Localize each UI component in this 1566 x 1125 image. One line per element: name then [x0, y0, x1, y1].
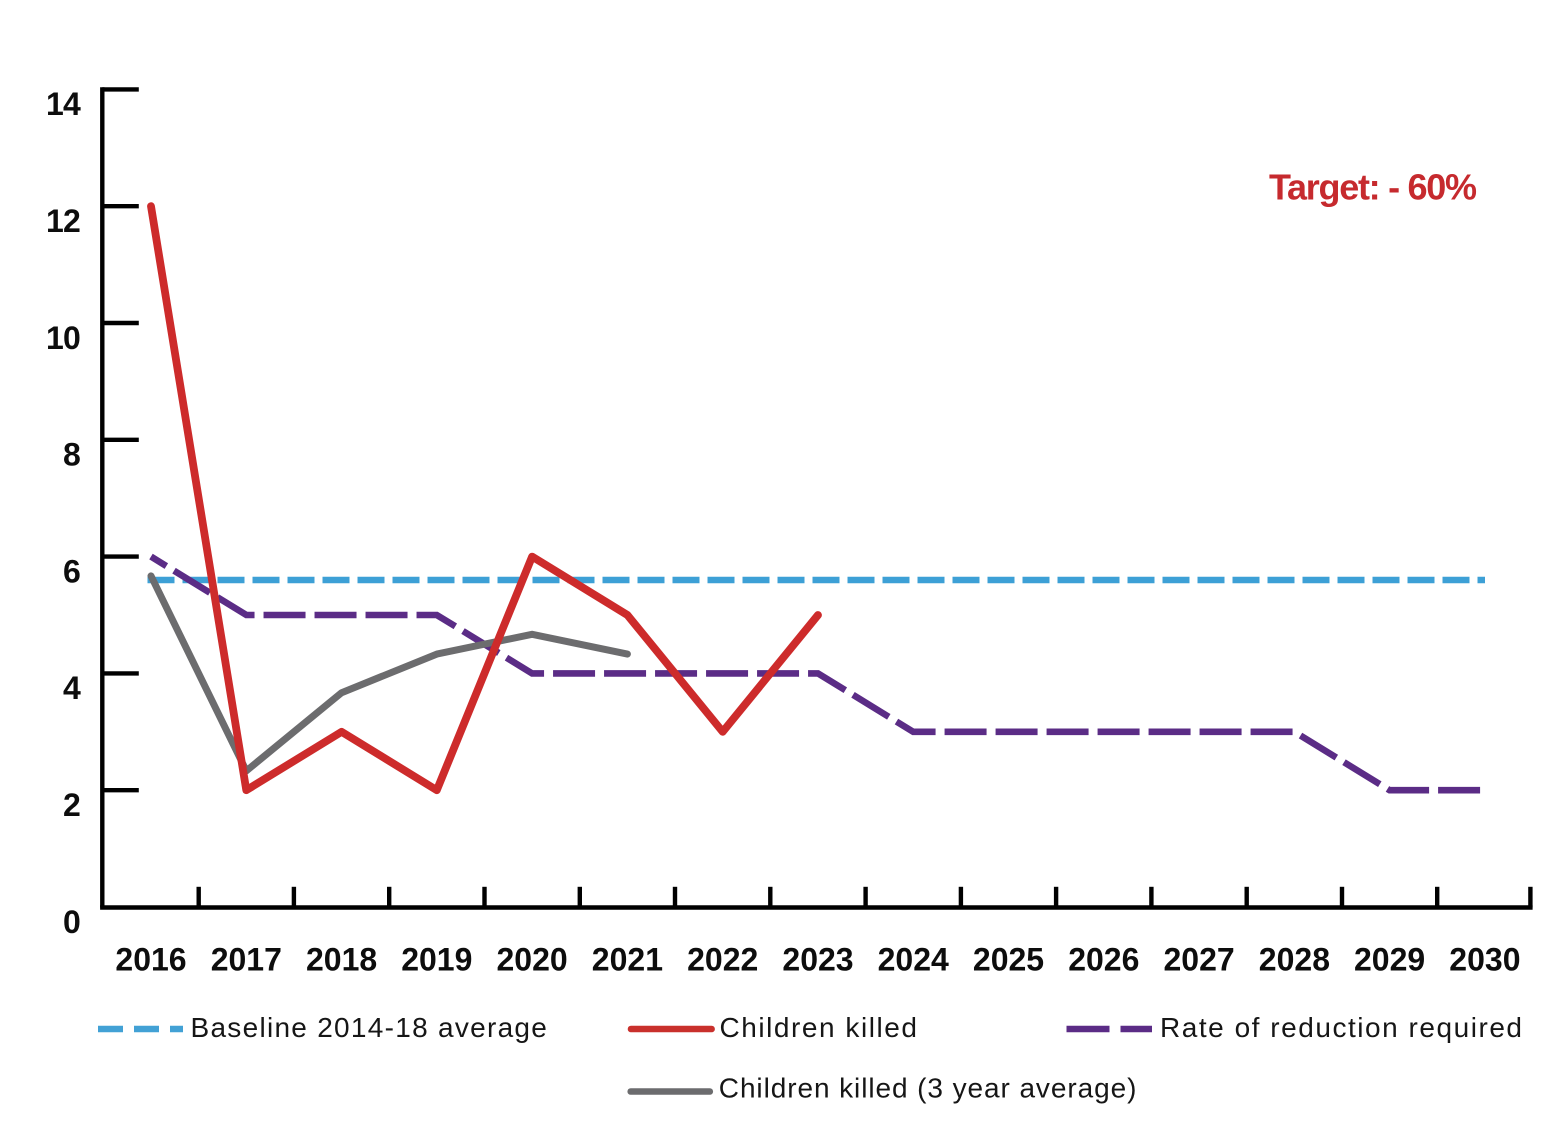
- svg-text:2028: 2028: [1259, 942, 1330, 978]
- svg-text:2030: 2030: [1449, 942, 1520, 978]
- svg-text:2018: 2018: [306, 942, 377, 978]
- svg-text:2023: 2023: [782, 942, 853, 978]
- svg-text:2020: 2020: [497, 942, 568, 978]
- svg-text:Children killed: Children killed: [720, 1012, 919, 1043]
- svg-text:12: 12: [46, 203, 80, 239]
- svg-text:2024: 2024: [878, 942, 949, 978]
- svg-text:0: 0: [63, 904, 80, 940]
- svg-text:4: 4: [63, 670, 81, 706]
- svg-text:2017: 2017: [211, 942, 282, 978]
- svg-text:8: 8: [63, 437, 80, 473]
- svg-text:2029: 2029: [1354, 942, 1425, 978]
- svg-text:2022: 2022: [687, 942, 758, 978]
- svg-text:2027: 2027: [1164, 942, 1235, 978]
- svg-text:Target: - 60%: Target: - 60%: [1269, 167, 1477, 208]
- svg-text:2021: 2021: [592, 942, 663, 978]
- svg-text:6: 6: [63, 553, 80, 589]
- svg-text:14: 14: [46, 86, 81, 122]
- svg-text:2019: 2019: [401, 942, 472, 978]
- svg-text:Baseline 2014-18 average: Baseline 2014-18 average: [191, 1012, 549, 1043]
- svg-text:2016: 2016: [115, 942, 186, 978]
- svg-text:Rate of reduction required: Rate of reduction required: [1160, 1012, 1524, 1043]
- svg-text:2026: 2026: [1068, 942, 1139, 978]
- svg-text:2: 2: [63, 787, 80, 823]
- svg-text:10: 10: [46, 320, 80, 356]
- svg-text:Children killed (3 year averag: Children killed (3 year average): [719, 1073, 1138, 1104]
- svg-text:2025: 2025: [973, 942, 1044, 978]
